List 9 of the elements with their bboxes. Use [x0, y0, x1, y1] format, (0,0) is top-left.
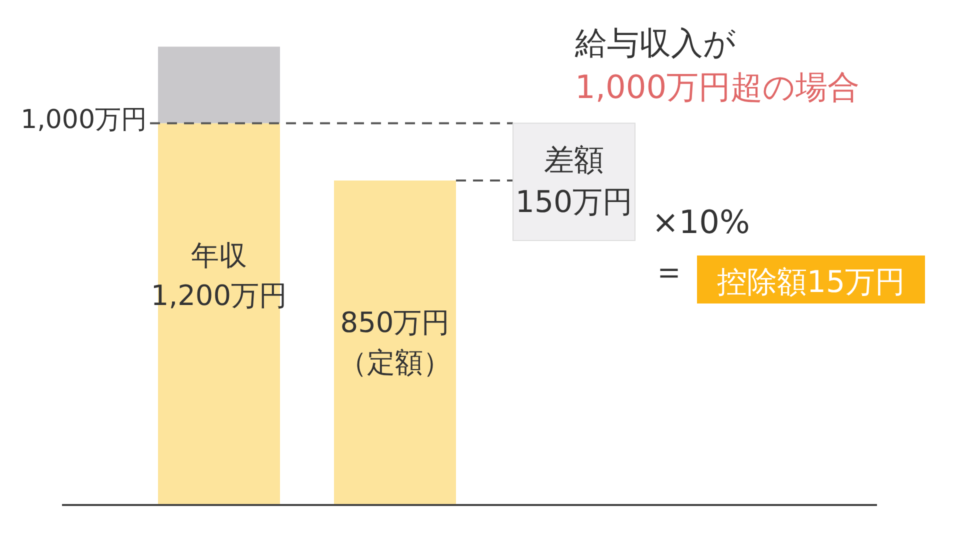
text: 1,000万円超の場合	[575, 67, 860, 108]
annotation: 年収 1,200万円	[150, 238, 288, 314]
ref-line-label: 1,000万円	[20, 105, 147, 136]
text: ＝	[652, 250, 686, 294]
annotation: 850万円（定額）	[338, 304, 452, 381]
text: 給与収入が	[575, 23, 736, 64]
text: ×10%	[652, 202, 750, 240]
text: 控除額15万円	[716, 264, 906, 302]
text: 差額 150万円	[514, 142, 634, 222]
